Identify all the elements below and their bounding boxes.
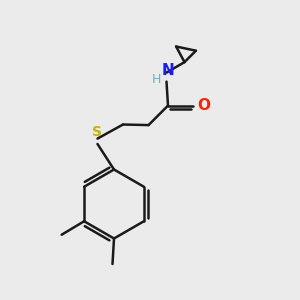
Text: H: H — [152, 73, 162, 86]
Text: O: O — [197, 98, 210, 113]
Text: N: N — [162, 63, 174, 78]
Text: S: S — [92, 124, 102, 139]
